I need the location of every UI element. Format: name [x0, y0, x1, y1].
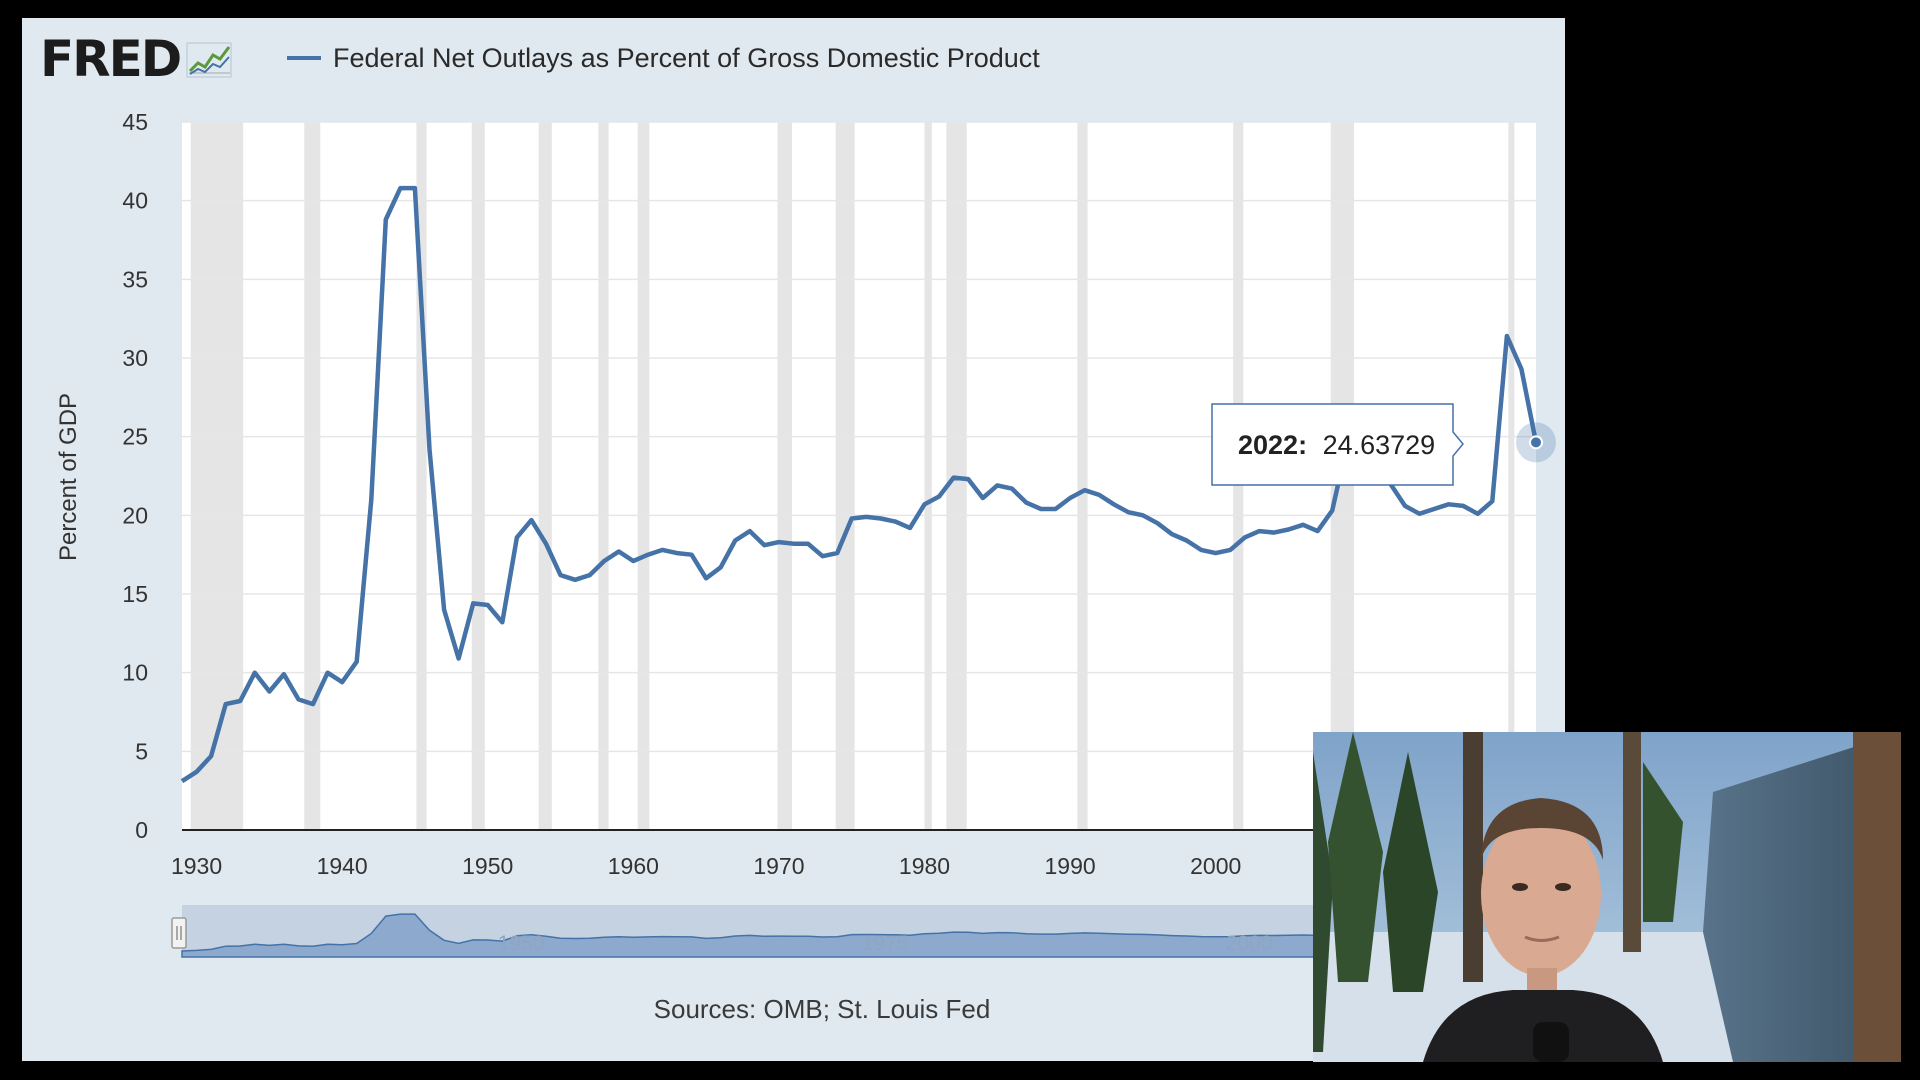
recession-band: [416, 122, 427, 830]
tooltip-box: [1211, 403, 1464, 486]
legend-swatch[interactable]: [287, 56, 321, 60]
y-axis-label: Percent of GDP: [55, 393, 82, 561]
navigator-tick-labels: 1950 1975 2000: [498, 932, 1273, 955]
sources-caption: Sources: OMB; St. Louis Fed: [653, 994, 991, 1024]
fred-logo[interactable]: FRED: [40, 34, 234, 84]
navigator-tick-label: 1950: [498, 932, 545, 955]
y-tick-label: 15: [122, 581, 148, 607]
chart-title: Federal Net Outlays as Percent of Gross …: [287, 38, 1040, 78]
x-tick-label: 1980: [899, 853, 950, 879]
x-tick-labels: 1930 1940 1950 1960 1970 1980 1990 2000: [171, 853, 1241, 879]
y-tick-label: 35: [122, 266, 148, 292]
webcam-video-frame: [1313, 732, 1901, 1062]
y-tick-label: 45: [122, 109, 148, 135]
chart-title-text: Federal Net Outlays as Percent of Gross …: [333, 42, 1040, 73]
navigator-handle-left[interactable]: [171, 917, 187, 949]
recession-band: [1077, 122, 1088, 830]
x-tick-label: 1950: [462, 853, 513, 879]
x-tick-label: 1960: [608, 853, 659, 879]
series-line[interactable]: [180, 185, 1539, 784]
y-tick-label: 20: [122, 502, 148, 528]
recession-band: [304, 122, 321, 830]
navigator-tick-label: 1975: [862, 932, 909, 955]
x-tick-label: 2000: [1190, 853, 1241, 879]
y-tick-label: 5: [135, 738, 148, 764]
webcam-overlay: [1313, 732, 1901, 1062]
tooltip-text: 2022: 24.63729: [1238, 430, 1435, 460]
x-tick-label: 1990: [1045, 853, 1096, 879]
tooltip-value: 24.63729: [1323, 430, 1436, 460]
y-tick-label: 40: [122, 188, 148, 214]
recession-band: [538, 122, 552, 830]
tooltip-label: 2022:: [1238, 430, 1307, 460]
recession-band: [598, 122, 609, 830]
y-tick-label: 0: [135, 817, 148, 843]
x-tick-label: 1970: [753, 853, 804, 879]
recession-band: [190, 122, 244, 830]
y-tick-label: 10: [122, 660, 148, 686]
recession-band: [777, 122, 793, 830]
y-tick-label: 25: [122, 424, 148, 450]
fred-logo-text: FRED: [40, 30, 182, 88]
recession-band: [924, 122, 932, 830]
x-tick-label: 1940: [317, 853, 368, 879]
fred-line-graph-icon: [186, 42, 232, 78]
hover-point[interactable]: [1529, 435, 1543, 450]
recession-band: [637, 122, 650, 830]
recession-band: [1508, 122, 1515, 830]
recession-band: [471, 122, 485, 830]
y-tick-labels: 0 5 10 15 20 25 30 35 40 45: [122, 109, 148, 843]
data-tooltip: 2022: 24.63729: [1211, 403, 1464, 486]
x-tick-label: 1930: [171, 853, 222, 879]
navigator-tick-label: 2000: [1226, 932, 1273, 955]
recession-band: [835, 122, 855, 830]
y-tick-label: 30: [122, 345, 148, 371]
